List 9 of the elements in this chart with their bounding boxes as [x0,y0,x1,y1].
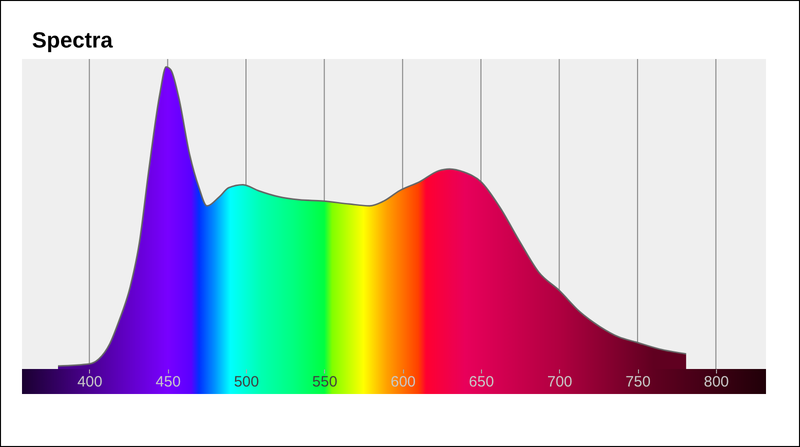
x-tick-label: 500 [234,374,259,390]
x-tick-label: 700 [547,374,572,390]
chart-title: Spectra [32,28,114,52]
x-tick-label: 800 [704,374,729,390]
x-tick-label: 400 [77,374,102,390]
x-tick-label: 650 [468,374,494,390]
x-tick-label: 450 [156,374,181,390]
x-tick-label: 750 [626,374,651,390]
x-tick-label: 600 [390,374,416,390]
